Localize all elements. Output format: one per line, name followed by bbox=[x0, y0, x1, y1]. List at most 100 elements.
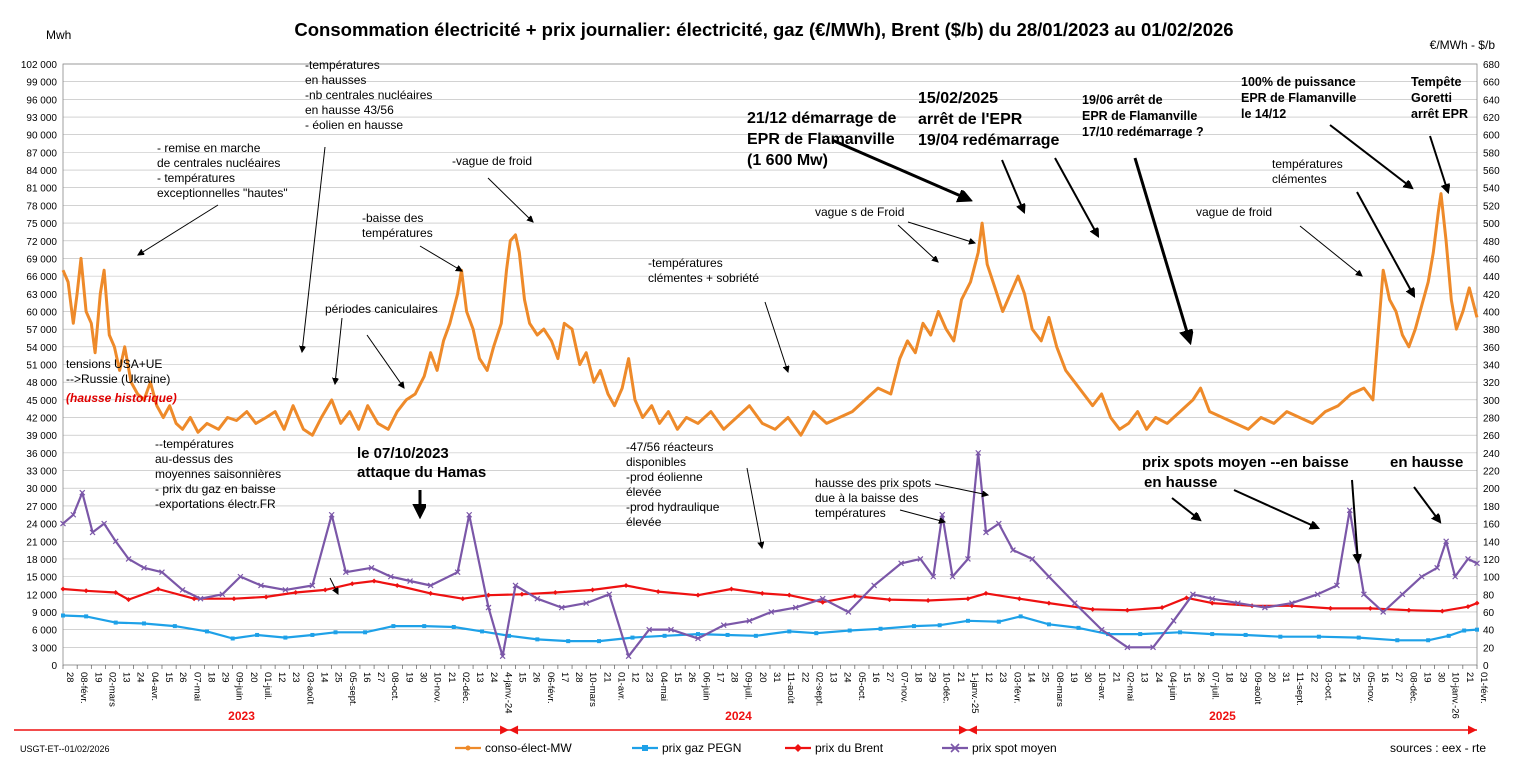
y-left-tick: 66 000 bbox=[26, 272, 57, 283]
arrow-spot-2 bbox=[1233, 489, 1318, 528]
arrow-vague-froid-1 bbox=[487, 177, 533, 222]
series-line bbox=[62, 451, 1478, 658]
data-point bbox=[1346, 507, 1353, 514]
data-point bbox=[460, 596, 466, 602]
data-point bbox=[606, 591, 613, 598]
year-label: 2024 bbox=[725, 709, 752, 723]
data-point bbox=[1209, 600, 1215, 606]
y-left-tick: 36 000 bbox=[26, 449, 57, 460]
y-right-tick: 620 bbox=[1483, 113, 1500, 124]
x-tick-label: 09-août bbox=[1252, 672, 1263, 705]
x-tick-label: 27 bbox=[884, 672, 895, 683]
x-tick-label: 26 bbox=[531, 672, 542, 683]
data-point bbox=[1189, 591, 1196, 598]
y-left-tick: 87 000 bbox=[26, 148, 57, 159]
data-point bbox=[1261, 604, 1268, 611]
x-tick-label: 25 bbox=[1040, 672, 1051, 683]
x-tick-label: 22 bbox=[799, 672, 810, 683]
data-point bbox=[1071, 600, 1078, 607]
x-tick-label: 12 bbox=[630, 672, 641, 683]
arrow-spot-hausse-b bbox=[934, 483, 988, 495]
data-point bbox=[204, 629, 209, 634]
data-point bbox=[1209, 595, 1216, 602]
arrow-vague-froid-2 bbox=[1299, 225, 1362, 276]
data-point bbox=[89, 529, 96, 536]
legend-marker bbox=[794, 744, 802, 752]
data-point bbox=[1046, 573, 1052, 580]
data-point bbox=[786, 592, 792, 598]
x-tick-label: 14 bbox=[1337, 672, 1348, 683]
data-point bbox=[1380, 609, 1387, 615]
data-point bbox=[787, 629, 792, 634]
x-tick-label: 01-juil. bbox=[262, 672, 273, 700]
data-point bbox=[1465, 556, 1471, 562]
arrow-arret-1906 bbox=[1054, 157, 1098, 236]
y-left-tick: 102 000 bbox=[21, 60, 58, 71]
footer-right: sources : eex - rte bbox=[1390, 741, 1486, 755]
data-point bbox=[512, 582, 519, 589]
x-tick-label: 21 bbox=[601, 672, 612, 683]
y-right-tick: 100 bbox=[1483, 573, 1500, 584]
x-tick-label: 21 bbox=[1110, 672, 1121, 683]
y-right-tick: 460 bbox=[1483, 254, 1500, 265]
x-tick-label: 10-déc. bbox=[941, 672, 952, 704]
data-point bbox=[983, 529, 989, 536]
data-point bbox=[768, 609, 775, 615]
data-point bbox=[996, 619, 1001, 624]
data-point bbox=[1443, 538, 1450, 545]
arrow-temp-clementes bbox=[1356, 191, 1414, 296]
arrow-spot-1 bbox=[1171, 497, 1200, 520]
data-point bbox=[507, 633, 512, 638]
x-tick-label: 18 bbox=[1223, 672, 1234, 683]
data-point bbox=[1183, 595, 1189, 601]
data-point bbox=[1016, 596, 1022, 602]
annotation: -températures en hausses -nb centrales nuc… bbox=[305, 58, 432, 132]
data-point bbox=[930, 573, 937, 580]
data-point bbox=[466, 511, 473, 518]
y-right-tick: 180 bbox=[1483, 502, 1500, 513]
arrow-temp-hausses bbox=[302, 146, 326, 352]
x-tick-label: 18 bbox=[205, 672, 216, 683]
x-tick-label: 20 bbox=[757, 672, 768, 683]
y-right-tick: 300 bbox=[1483, 396, 1500, 407]
x-tick-label: 24 bbox=[842, 672, 853, 683]
annotation: -vague de froid bbox=[452, 154, 532, 168]
data-point bbox=[349, 581, 355, 587]
x-tick-label: 28 bbox=[729, 672, 740, 683]
y-left-tick: 69 000 bbox=[26, 254, 57, 265]
data-point bbox=[422, 624, 427, 629]
data-point bbox=[179, 586, 186, 593]
annotation: vague s de Froid bbox=[815, 205, 904, 219]
x-tick-label: 15 bbox=[163, 672, 174, 683]
y-right-tick: 80 bbox=[1483, 590, 1495, 601]
data-point bbox=[333, 630, 338, 635]
data-point bbox=[696, 632, 701, 637]
data-point bbox=[753, 633, 758, 638]
x-tick-label: 31 bbox=[1280, 672, 1291, 683]
arrow-canicule-1 bbox=[335, 317, 343, 384]
x-tick-label: 06-juin bbox=[700, 672, 711, 701]
x-tick-label: 4-janv.-24 bbox=[502, 672, 513, 714]
y-right-tick: 520 bbox=[1483, 201, 1500, 212]
data-point bbox=[230, 636, 235, 641]
x-tick-label: 23 bbox=[644, 672, 655, 683]
data-point bbox=[499, 653, 506, 660]
data-point bbox=[878, 626, 883, 631]
arrow-remise bbox=[138, 204, 219, 255]
y-right-tick: 480 bbox=[1483, 237, 1500, 248]
data-point bbox=[101, 520, 108, 527]
data-point bbox=[552, 590, 558, 596]
data-point bbox=[792, 604, 799, 611]
x-tick-label: 21 bbox=[446, 672, 457, 683]
arrow-reacteurs bbox=[746, 467, 762, 548]
data-point bbox=[480, 629, 485, 634]
x-tick-label: 07-mai bbox=[191, 672, 202, 701]
data-point bbox=[625, 653, 632, 660]
data-point bbox=[820, 599, 826, 605]
data-point bbox=[282, 586, 289, 593]
data-point bbox=[263, 594, 269, 600]
y-left-tick-labels: 0 3 000 6 000 9 000 12 000 15 000 18 000 21 000… bbox=[21, 60, 58, 672]
legend: conso-élect-MW prix gaz PEGN prix du Brent… bbox=[455, 741, 1057, 755]
arrow-spot-3 bbox=[1351, 479, 1358, 562]
arrow-100pct bbox=[1329, 124, 1412, 188]
